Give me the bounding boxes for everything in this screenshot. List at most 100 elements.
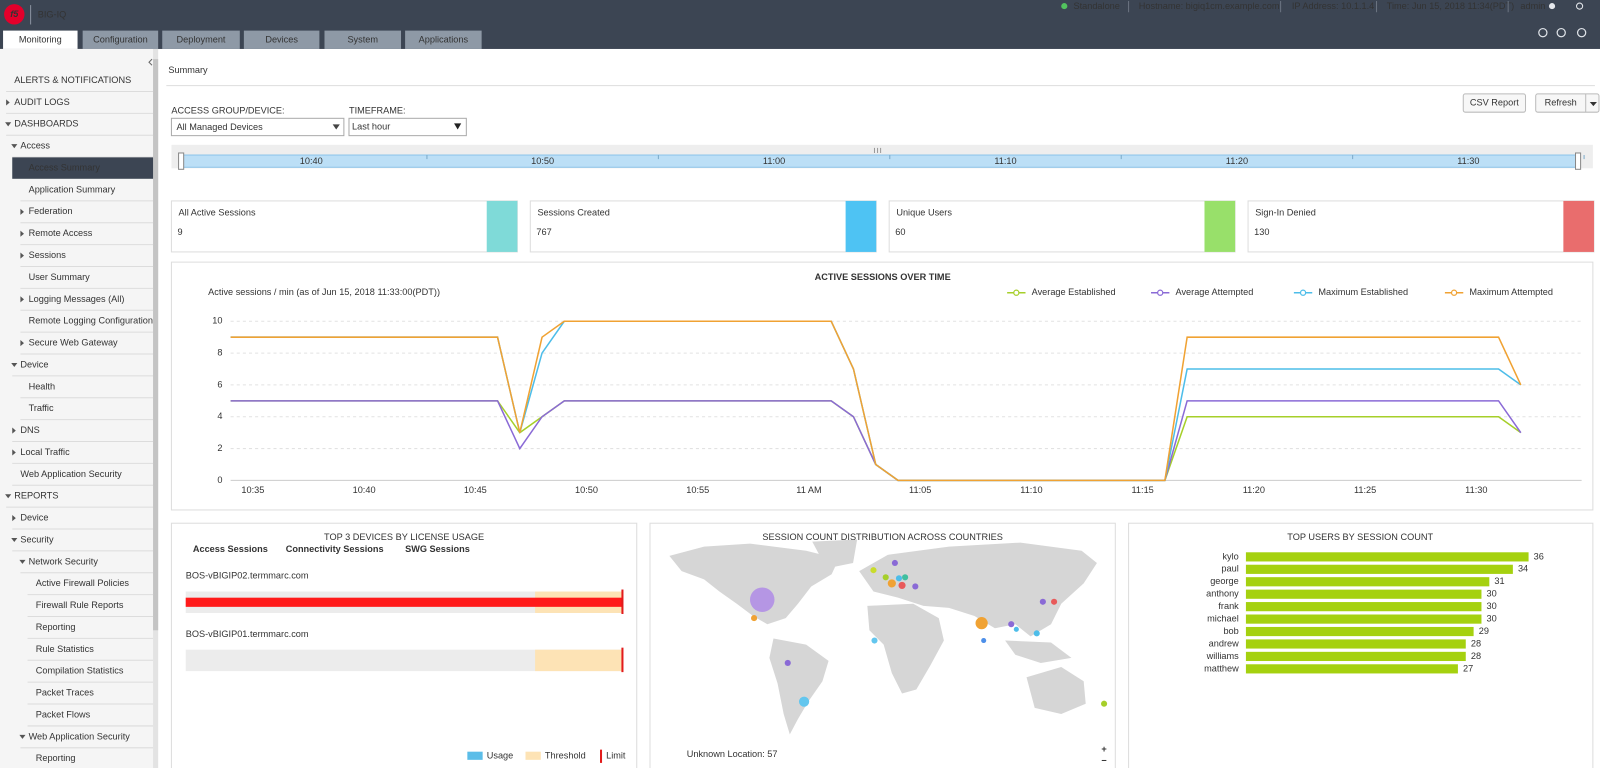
panel-tab[interactable]: Access Sessions: [193, 544, 268, 554]
bubble: [1034, 630, 1040, 636]
legend-marker: [1452, 290, 1457, 295]
nav-item[interactable]: Rule Statistics: [36, 644, 95, 654]
nav-item[interactable]: Access: [20, 141, 50, 151]
tab-label[interactable]: Devices: [265, 35, 298, 45]
button-label[interactable]: CSV Report: [1470, 97, 1519, 107]
zoom-in[interactable]: +: [1101, 744, 1106, 754]
nav-item[interactable]: Firewall Rule Reports: [36, 600, 124, 610]
threshold-band: [535, 650, 622, 671]
nav-item[interactable]: Reporting: [36, 753, 76, 763]
legend-label[interactable]: Average Attempted: [1176, 287, 1254, 297]
legend-swatch: [526, 752, 541, 760]
range-handle[interactable]: [1576, 153, 1581, 169]
nav-item[interactable]: Logging Messages (All): [29, 294, 125, 304]
user-name: williams: [1206, 651, 1240, 661]
user-name: paul: [1221, 564, 1238, 574]
kpi-label: All Active Sessions: [179, 208, 256, 218]
nav-item[interactable]: Traffic: [29, 403, 54, 413]
filter-label: ACCESS GROUP/DEVICE:: [171, 106, 284, 116]
select-value[interactable]: All Managed Devices: [177, 122, 264, 132]
tab-label[interactable]: Monitoring: [19, 35, 62, 45]
bubble: [1040, 599, 1046, 605]
nav-item[interactable]: Health: [29, 381, 56, 391]
panel-tab[interactable]: SWG Sessions: [405, 544, 470, 554]
value-label: 28: [1471, 638, 1481, 648]
bar: [1246, 652, 1466, 661]
legend-label: Usage: [487, 751, 514, 761]
nav-item[interactable]: Access Summary: [29, 163, 101, 173]
legend-label[interactable]: Maximum Established: [1318, 287, 1408, 297]
nav-item[interactable]: Application Summary: [29, 184, 116, 194]
bar: [1246, 565, 1513, 574]
x-tick-label: 11:25: [1354, 485, 1376, 495]
device-name: BOS-vBIGIP01.termmarc.com: [186, 629, 309, 639]
bar: [1246, 639, 1466, 648]
legend-marker: [1014, 290, 1019, 295]
nav-item[interactable]: Remote Logging Configuration: [29, 316, 153, 326]
tab-label[interactable]: System: [347, 35, 378, 45]
nav-item[interactable]: Compilation Statistics: [36, 666, 124, 676]
nav-item[interactable]: DASHBOARDS: [14, 119, 78, 129]
user-name: george: [1210, 576, 1239, 586]
chart-title: ACTIVE SESSIONS OVER TIME: [815, 272, 951, 282]
legend-label: Threshold: [545, 751, 586, 761]
kpi-value: 767: [536, 227, 551, 237]
device-name: BOS-vBIGIP02.termmarc.com: [186, 571, 309, 581]
user-icon[interactable]: [1549, 3, 1555, 9]
nav-item[interactable]: Security: [20, 534, 54, 544]
bubble: [751, 615, 757, 621]
x-tick-label: 11 AM: [796, 485, 821, 495]
range-handle[interactable]: [179, 153, 184, 169]
user-name: bob: [1223, 626, 1238, 636]
nav-item[interactable]: Secure Web Gateway: [29, 338, 118, 348]
nav-item[interactable]: Network Security: [29, 556, 99, 566]
nav-item[interactable]: REPORTS: [14, 491, 58, 501]
nav-item[interactable]: Reporting: [36, 622, 76, 632]
nav-item[interactable]: Remote Access: [29, 228, 93, 238]
nav-item[interactable]: Active Firewall Policies: [36, 578, 130, 588]
legend-label[interactable]: Maximum Attempted: [1469, 287, 1553, 297]
logo: f5: [10, 9, 19, 19]
tab-label[interactable]: Deployment: [177, 35, 226, 45]
timeline-range[interactable]: [182, 155, 1578, 167]
panel-title: TOP USERS BY SESSION COUNT: [1287, 532, 1433, 542]
tab-label[interactable]: Applications: [419, 35, 469, 45]
legend-swatch: [467, 752, 482, 760]
zoom-out[interactable]: −: [1101, 755, 1106, 765]
legend-label[interactable]: Average Established: [1032, 287, 1116, 297]
bubble: [750, 587, 774, 611]
nav-item[interactable]: User Summary: [29, 272, 91, 282]
nav-item[interactable]: DNS: [20, 425, 39, 435]
button-label[interactable]: Refresh: [1545, 97, 1577, 107]
value-label: 28: [1471, 651, 1481, 661]
y-tick-label: 6: [217, 379, 222, 389]
bubble: [883, 574, 889, 580]
nav-item[interactable]: Packet Flows: [36, 709, 91, 719]
timeline-label: 11:00: [763, 156, 785, 166]
nav-item[interactable]: AUDIT LOGS: [14, 97, 69, 107]
legend-marker: [1301, 290, 1306, 295]
nav-item[interactable]: ALERTS & NOTIFICATIONS: [14, 75, 131, 85]
nav-item[interactable]: Sessions: [29, 250, 67, 260]
user[interactable]: admin: [1520, 1, 1545, 11]
nav-item[interactable]: Web Application Security: [29, 731, 131, 741]
page-title: Summary: [168, 65, 208, 75]
user-name: andrew: [1209, 638, 1239, 648]
panel-tab[interactable]: Connectivity Sessions: [286, 544, 384, 554]
bar: [1246, 627, 1474, 636]
x-tick-label: 11:20: [1243, 485, 1265, 495]
nav-item[interactable]: Device: [20, 359, 48, 369]
bar: [1246, 602, 1482, 611]
value-label: 34: [1518, 564, 1528, 574]
nav-item[interactable]: Federation: [29, 206, 73, 216]
x-tick-label: 11:30: [1465, 485, 1487, 495]
value-label: 27: [1463, 663, 1473, 673]
select-value[interactable]: Last hour: [352, 121, 390, 131]
nav-item[interactable]: Web Application Security: [20, 469, 122, 479]
nav-item[interactable]: Packet Traces: [36, 688, 95, 698]
nav-item[interactable]: Device: [20, 513, 48, 523]
panel-title: SESSION COUNT DISTRIBUTION ACROSS COUNTR…: [762, 532, 1002, 542]
nav-item[interactable]: Local Traffic: [20, 447, 70, 457]
tab-label[interactable]: Configuration: [93, 35, 148, 45]
